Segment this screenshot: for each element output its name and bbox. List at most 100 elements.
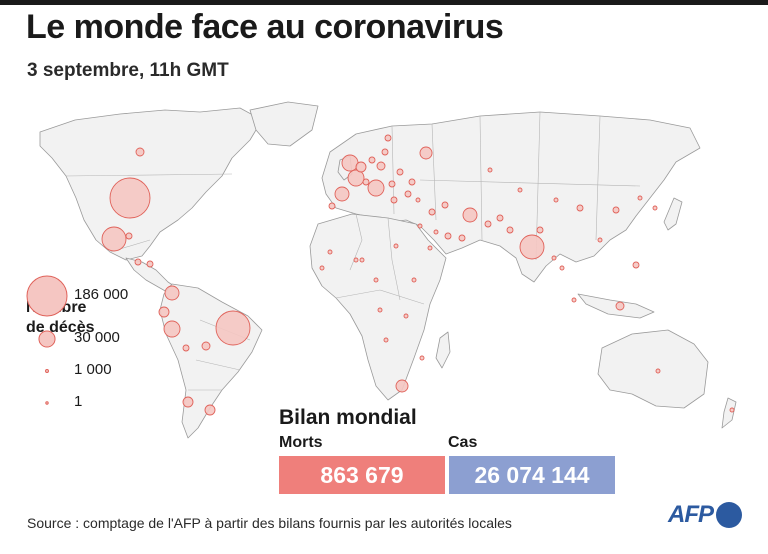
country-death-bubble [158,306,170,318]
legend-label: 186 000 [74,286,129,303]
legend-bubble [38,330,56,348]
country-death-bubble [458,234,466,242]
country-death-bubble [496,214,504,222]
country-death-bubble [334,186,350,202]
land-africa [309,213,447,401]
country-death-bubble [404,190,412,198]
death-bubbles [101,134,735,416]
afp-logo-dot [716,502,742,528]
country-death-bubble [146,260,154,268]
country-death-bubble [367,179,385,197]
country-death-bubble [359,257,365,263]
country-death-bubble [428,208,436,216]
country-death-bubble [204,404,216,416]
world-map [39,101,737,439]
top-rule [0,0,768,5]
country-death-bubble [576,204,584,212]
country-death-bubble [536,226,544,234]
country-death-bubble [396,168,404,176]
country-death-bubble [328,202,336,210]
country-death-bubble [182,396,194,408]
country-death-bubble [381,148,389,156]
country-death-bubble [215,310,251,346]
country-death-bubble [444,232,452,240]
country-death-bubble [441,201,449,209]
country-death-bubble [462,207,478,223]
country-death-bubble [134,258,142,266]
cas-value: 26 074 144 [474,461,590,488]
country-death-bubble [353,257,359,263]
country-death-bubble [632,261,640,269]
country-death-bubble [433,229,439,235]
country-death-bubble [201,341,211,351]
land-japan [663,197,683,231]
country-death-bubble [403,313,409,319]
legend-bubble [45,401,49,405]
bilan-title: Bilan mondial [279,406,417,429]
country-death-bubble [615,301,625,311]
afp-logo-text: AFP [668,501,714,528]
country-death-bubble [551,255,557,261]
land-masses [39,101,737,439]
legend-label: 1 [74,393,83,410]
country-death-bubble [506,226,514,234]
legend-label: 30 000 [74,329,120,346]
country-death-bubble [362,178,370,186]
country-death-bubble [411,277,417,283]
country-death-bubble [553,197,559,203]
country-death-bubble [559,265,565,271]
country-death-bubble [376,161,386,171]
country-death-bubble [417,223,423,229]
country-death-bubble [390,196,398,204]
country-death-bubble [327,249,333,255]
country-death-bubble [163,320,181,338]
country-death-bubble [109,177,151,219]
country-death-bubble [487,167,493,173]
country-death-bubble [384,134,392,142]
cas-label: Cas [448,434,478,451]
morts-value-box: 863 679 [279,456,445,494]
cas-value-box: 26 074 144 [449,456,615,494]
country-death-bubble [419,355,425,361]
country-death-bubble [395,379,409,393]
country-death-bubble [729,407,735,413]
country-death-bubble [655,368,661,374]
country-death-bubble [427,245,433,251]
country-death-bubble [355,161,367,173]
country-death-bubble [517,187,523,193]
country-death-bubble [164,285,180,301]
land-north-america [39,107,263,261]
country-death-bubble [373,277,379,283]
country-death-bubble [388,180,396,188]
morts-value: 863 679 [320,461,404,488]
land-australia [597,329,709,409]
country-death-bubble [125,232,133,240]
land-madagascar [435,331,451,369]
legend-bubble [26,275,68,317]
legend-bubble [45,369,49,373]
country-death-bubble [484,220,492,228]
country-death-bubble [597,237,603,243]
source-note: Source : comptage de l'AFP à partir des … [27,515,512,531]
country-death-bubble [182,344,190,352]
country-death-bubble [637,195,643,201]
morts-label: Morts [279,434,323,451]
page-subtitle: 3 septembre, 11h GMT [27,60,229,81]
country-death-bubble [135,147,145,157]
page-title: Le monde face au coronavirus [26,8,504,46]
country-death-bubble [393,243,399,249]
legend-label: 1 000 [74,361,112,378]
country-death-bubble [652,205,658,211]
country-death-bubble [368,156,376,164]
country-death-bubble [571,297,577,303]
country-death-bubble [377,307,383,313]
land-new-zealand [721,397,737,429]
country-death-bubble [408,178,416,186]
country-death-bubble [341,154,359,172]
country-death-bubble [347,169,365,187]
afp-logo: AFP [668,501,742,529]
country-death-bubble [383,337,389,343]
country-death-bubble [415,197,421,203]
country-death-bubble [519,234,545,260]
country-death-bubble [612,206,620,214]
